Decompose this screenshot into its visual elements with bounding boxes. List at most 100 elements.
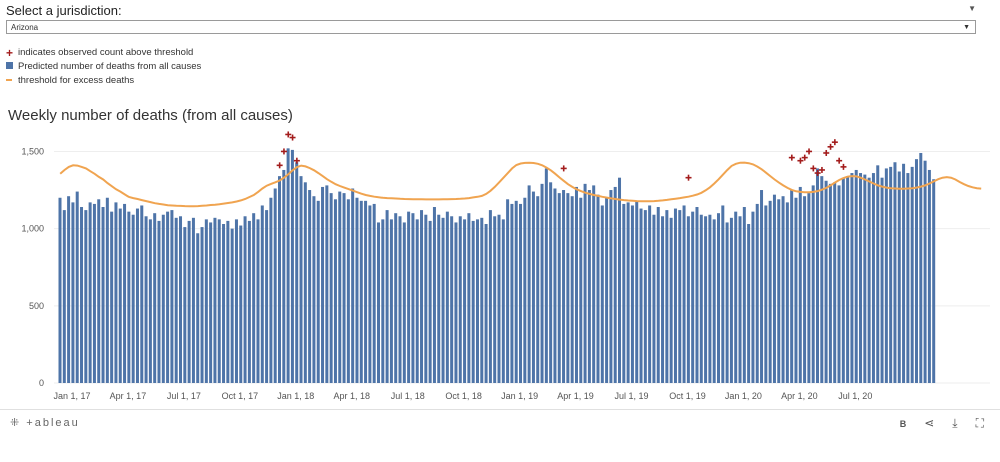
bar[interactable] bbox=[321, 186, 325, 383]
bar[interactable] bbox=[282, 169, 286, 383]
bar[interactable] bbox=[897, 171, 901, 383]
bar[interactable] bbox=[157, 220, 161, 383]
bar[interactable] bbox=[506, 199, 510, 383]
bar[interactable] bbox=[209, 222, 213, 383]
bar[interactable] bbox=[596, 194, 600, 383]
bar[interactable] bbox=[437, 214, 441, 383]
bar[interactable] bbox=[682, 205, 686, 383]
bar[interactable] bbox=[140, 205, 144, 383]
bar[interactable] bbox=[424, 214, 428, 383]
bar[interactable] bbox=[768, 200, 772, 383]
bar[interactable] bbox=[273, 188, 277, 383]
bar[interactable] bbox=[871, 173, 875, 383]
bar[interactable] bbox=[824, 180, 828, 383]
bar[interactable] bbox=[630, 205, 634, 383]
bar[interactable] bbox=[562, 190, 566, 383]
bar[interactable] bbox=[420, 210, 424, 383]
bar[interactable] bbox=[850, 173, 854, 383]
bar[interactable] bbox=[734, 211, 738, 383]
observed-above-marker[interactable] bbox=[788, 154, 795, 161]
bar[interactable] bbox=[592, 185, 596, 383]
bar[interactable] bbox=[691, 211, 695, 383]
bar[interactable] bbox=[110, 211, 114, 383]
bar[interactable] bbox=[678, 210, 682, 383]
observed-above-marker[interactable] bbox=[831, 139, 838, 146]
bar[interactable] bbox=[295, 162, 299, 383]
bar[interactable] bbox=[807, 193, 811, 383]
bar[interactable] bbox=[75, 191, 79, 383]
bar[interactable] bbox=[480, 217, 484, 383]
bar[interactable] bbox=[286, 148, 290, 383]
bar[interactable] bbox=[428, 220, 432, 383]
bar[interactable] bbox=[841, 177, 845, 383]
bar[interactable] bbox=[385, 210, 389, 383]
bar[interactable] bbox=[80, 207, 84, 383]
download-icon[interactable]: ⤓ bbox=[952, 416, 958, 430]
bar[interactable] bbox=[381, 219, 385, 383]
bar[interactable] bbox=[755, 203, 759, 383]
bar[interactable] bbox=[777, 199, 781, 383]
bar[interactable] bbox=[540, 183, 544, 383]
bar[interactable] bbox=[92, 203, 96, 383]
bar[interactable] bbox=[450, 216, 454, 383]
bar[interactable] bbox=[738, 216, 742, 383]
bar[interactable] bbox=[222, 223, 226, 383]
bar[interactable] bbox=[587, 190, 591, 383]
bar[interactable] bbox=[123, 203, 127, 383]
bar[interactable] bbox=[846, 176, 850, 383]
bar[interactable] bbox=[260, 205, 264, 383]
bar[interactable] bbox=[252, 213, 256, 383]
weekly-deaths-chart[interactable]: 0 500 1,000 1,500 Jan 1, 17 Apr 1, 17 Jul 1, … bbox=[0, 0, 1000, 409]
bar[interactable] bbox=[432, 207, 436, 383]
bar[interactable] bbox=[859, 173, 863, 383]
bar[interactable] bbox=[179, 216, 183, 383]
bar[interactable] bbox=[67, 196, 71, 383]
bar[interactable] bbox=[932, 179, 936, 383]
bar[interactable] bbox=[695, 207, 699, 383]
bar[interactable] bbox=[135, 208, 139, 383]
observed-above-marker[interactable] bbox=[827, 143, 834, 150]
bar[interactable] bbox=[704, 216, 708, 383]
bar[interactable] bbox=[58, 197, 62, 383]
bar[interactable] bbox=[910, 166, 914, 383]
bar[interactable] bbox=[519, 203, 523, 383]
bar[interactable] bbox=[144, 216, 148, 383]
observed-above-marker[interactable] bbox=[806, 148, 813, 155]
bar[interactable] bbox=[131, 214, 135, 383]
bar[interactable] bbox=[441, 217, 445, 383]
bar[interactable] bbox=[863, 174, 867, 383]
bar[interactable] bbox=[760, 190, 764, 383]
observed-above-marker[interactable] bbox=[285, 131, 292, 138]
bar[interactable] bbox=[338, 191, 342, 383]
bar[interactable] bbox=[600, 205, 604, 383]
share-icon[interactable]: ⋖ bbox=[924, 416, 935, 430]
observed-above-marker[interactable] bbox=[836, 157, 843, 164]
bar[interactable] bbox=[725, 222, 729, 383]
bar[interactable] bbox=[166, 211, 170, 383]
observed-above-marker[interactable] bbox=[823, 149, 830, 156]
bar[interactable] bbox=[364, 200, 368, 383]
bar[interactable] bbox=[411, 213, 415, 383]
bar[interactable] bbox=[906, 173, 910, 383]
bar[interactable] bbox=[605, 197, 609, 383]
bar[interactable] bbox=[815, 168, 819, 383]
bar[interactable] bbox=[415, 219, 419, 383]
bar[interactable] bbox=[656, 207, 660, 383]
bar[interactable] bbox=[747, 223, 751, 383]
bar[interactable] bbox=[484, 223, 488, 383]
bar[interactable] bbox=[170, 210, 174, 383]
bar[interactable] bbox=[316, 200, 320, 383]
bar[interactable] bbox=[493, 216, 497, 383]
bar[interactable] bbox=[463, 219, 467, 383]
bar[interactable] bbox=[458, 216, 462, 383]
bar[interactable] bbox=[717, 213, 721, 383]
bar[interactable] bbox=[346, 199, 350, 383]
bar[interactable] bbox=[454, 222, 458, 383]
bar[interactable] bbox=[536, 196, 540, 383]
observed-above-marker[interactable] bbox=[814, 170, 821, 177]
bar[interactable] bbox=[402, 222, 406, 383]
bar[interactable] bbox=[127, 211, 131, 383]
bar[interactable] bbox=[570, 196, 574, 383]
bar[interactable] bbox=[648, 205, 652, 383]
bar[interactable] bbox=[101, 207, 105, 383]
